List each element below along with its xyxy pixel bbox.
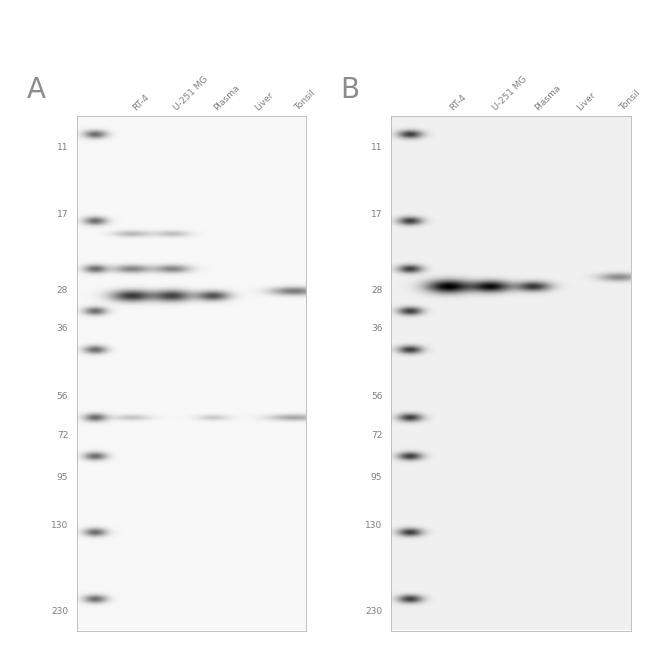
Text: Tonsil: Tonsil <box>618 88 642 112</box>
Text: B: B <box>340 76 359 105</box>
Text: Tonsil: Tonsil <box>293 88 317 112</box>
Text: Plasma: Plasma <box>533 83 562 112</box>
Text: Liver: Liver <box>253 90 275 112</box>
Text: 95: 95 <box>371 473 382 482</box>
Text: 130: 130 <box>365 521 382 530</box>
Text: A: A <box>27 76 46 105</box>
Text: RT-4: RT-4 <box>131 92 151 112</box>
Text: U-251 MG: U-251 MG <box>491 74 528 112</box>
Text: 36: 36 <box>57 324 68 333</box>
Text: 95: 95 <box>57 473 68 482</box>
Text: 28: 28 <box>57 285 68 294</box>
Text: 56: 56 <box>371 392 382 401</box>
Text: 72: 72 <box>371 431 382 439</box>
Text: 72: 72 <box>57 431 68 439</box>
Text: 130: 130 <box>51 521 68 530</box>
Text: 11: 11 <box>371 143 382 152</box>
Text: 11: 11 <box>57 143 68 152</box>
Text: 28: 28 <box>371 285 382 294</box>
Text: 17: 17 <box>371 210 382 218</box>
Text: 230: 230 <box>365 607 382 616</box>
Text: RT-4: RT-4 <box>448 92 468 112</box>
Text: 230: 230 <box>51 607 68 616</box>
Text: 56: 56 <box>57 392 68 401</box>
Text: Plasma: Plasma <box>213 83 242 112</box>
Text: U-251 MG: U-251 MG <box>172 74 210 112</box>
Text: 17: 17 <box>57 210 68 218</box>
Text: 36: 36 <box>371 324 382 333</box>
Text: Liver: Liver <box>575 90 597 112</box>
